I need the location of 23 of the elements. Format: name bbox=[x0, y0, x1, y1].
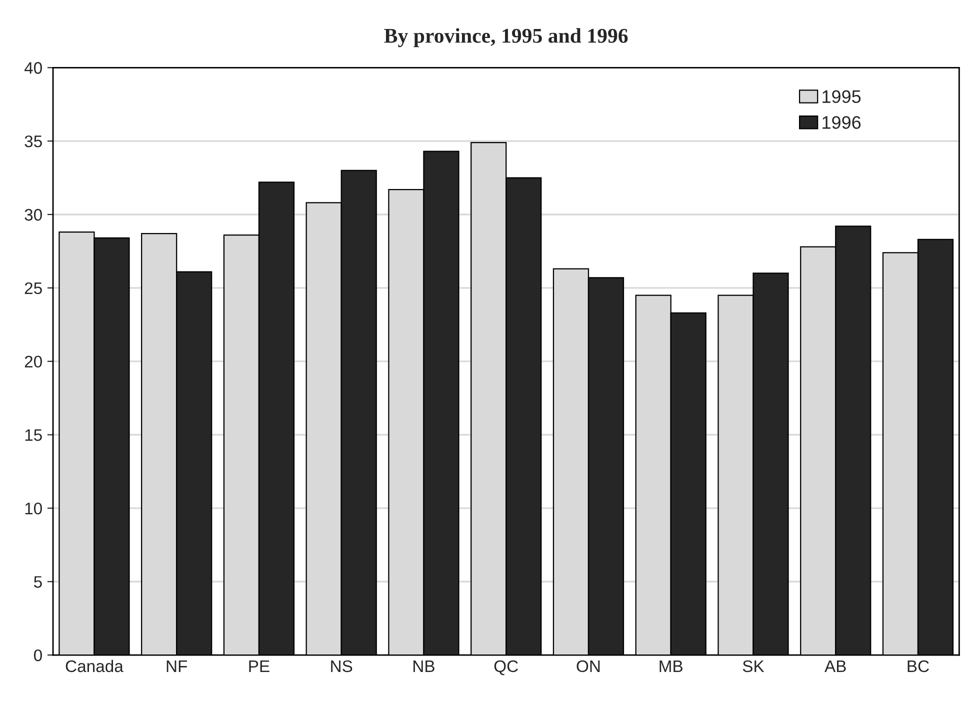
chart-title: By province, 1995 and 1996 bbox=[384, 28, 628, 48]
y-tick-label: 35 bbox=[24, 135, 42, 148]
y-tick-label: 10 bbox=[25, 502, 42, 514]
y-tick-label: 0 bbox=[34, 649, 42, 662]
x-tick-label: PE bbox=[249, 660, 270, 672]
y-tick-label: 15 bbox=[25, 429, 42, 441]
y-tick-label: 25 bbox=[24, 282, 42, 294]
x-tick-label: BC bbox=[908, 660, 929, 672]
y-tick-label: 20 bbox=[24, 356, 42, 368]
x-tick-label: Canada bbox=[66, 660, 124, 672]
y-tick-label: 30 bbox=[24, 208, 42, 221]
legend-label: 1995 bbox=[822, 90, 861, 104]
x-tick-label: NS bbox=[331, 660, 352, 672]
x-tick-label: AB bbox=[824, 660, 846, 672]
x-tick-label: SK bbox=[742, 660, 764, 672]
x-tick-label: NF bbox=[166, 660, 188, 672]
x-tick-label: NB bbox=[414, 660, 434, 672]
legend-label: 1996 bbox=[822, 116, 861, 129]
x-tick-label: ON bbox=[576, 660, 600, 672]
x-tick-label: MB bbox=[660, 660, 682, 672]
y-tick-label: 40 bbox=[24, 62, 42, 74]
x-tick-label: QC bbox=[494, 660, 518, 676]
y-tick-label: 5 bbox=[34, 576, 42, 588]
